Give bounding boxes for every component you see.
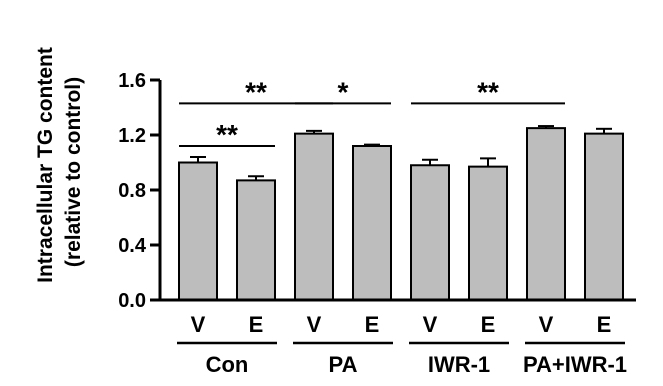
x-tick-label: E	[365, 312, 380, 337]
bar	[410, 164, 450, 301]
y-tick-label: 0.0	[118, 290, 146, 312]
bar	[178, 161, 218, 301]
bar	[526, 127, 566, 301]
significance-marker: **	[245, 76, 267, 107]
significance-annotations: **** * **	[179, 76, 565, 150]
x-tick-label: V	[423, 312, 438, 337]
x-tick-label: V	[191, 312, 206, 337]
y-tick-label: 1.6	[118, 70, 146, 92]
group-label: PA+IWR-1	[523, 352, 627, 377]
bar	[236, 179, 276, 301]
y-axis: 0.0 0.4 0.8 1.2 1.6	[118, 70, 162, 312]
y-axis-title-line-2: (relative to control)	[62, 77, 85, 267]
bar	[294, 132, 334, 301]
x-tick-label: V	[539, 312, 554, 337]
significance-marker: **	[216, 119, 238, 150]
x-tick-label: E	[481, 312, 496, 337]
x-tick-label: E	[249, 312, 264, 337]
bar	[352, 145, 392, 301]
bar	[468, 165, 508, 301]
y-tick-label: 0.4	[118, 235, 147, 257]
group-label: IWR-1	[428, 352, 490, 377]
group-label: PA	[329, 352, 358, 377]
y-axis-title: Intracellular TG content (relative to co…	[34, 47, 85, 283]
bar	[584, 132, 624, 301]
y-tick-label: 0.8	[118, 180, 146, 202]
group-label: Con	[206, 352, 249, 377]
y-axis-title-line-1: Intracellular TG content	[34, 47, 57, 283]
y-tick-label: 1.2	[118, 125, 146, 147]
x-tick-label: V	[307, 312, 322, 337]
bars	[178, 125, 624, 301]
significance-marker: *	[338, 76, 349, 107]
significance-marker: **	[477, 76, 499, 107]
x-tick-label: E	[597, 312, 612, 337]
